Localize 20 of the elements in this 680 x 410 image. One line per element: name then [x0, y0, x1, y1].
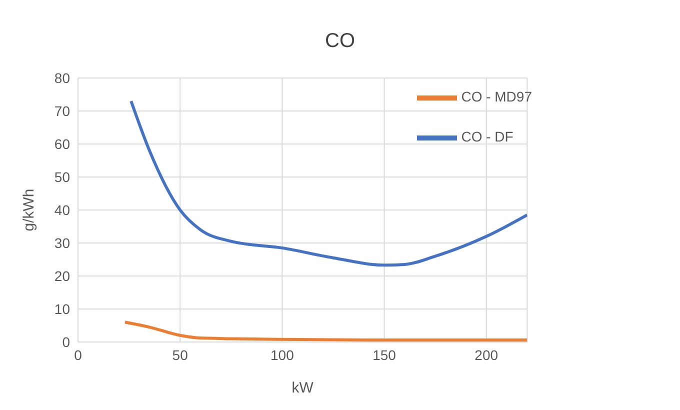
y-tick-label: 80 [54, 70, 70, 86]
y-tick-label: 50 [54, 168, 70, 185]
y-tick-label: 10 [54, 300, 70, 317]
y-tick-label: 40 [54, 202, 70, 218]
x-tick-label: 150 [372, 346, 396, 363]
y-tick-label: 0 [62, 334, 70, 350]
y-tick-label: 30 [54, 234, 70, 251]
legend-label: CO - DF [461, 128, 514, 145]
y-tick-label: 20 [54, 268, 70, 284]
y-axis-title: g/kWh [20, 188, 38, 232]
y-tick-label: 70 [54, 102, 70, 119]
x-tick-label: 100 [270, 346, 294, 363]
x-tick-label: 200 [474, 346, 498, 363]
legend-label: CO - MD97 [461, 88, 532, 105]
chart-title: CO [324, 30, 356, 53]
x-tick-label: 50 [172, 346, 188, 363]
y-tick-label: 60 [54, 136, 70, 152]
x-tick-label: 0 [74, 346, 82, 363]
line-series [123, 320, 528, 342]
x-axis-title: kW [292, 380, 314, 397]
